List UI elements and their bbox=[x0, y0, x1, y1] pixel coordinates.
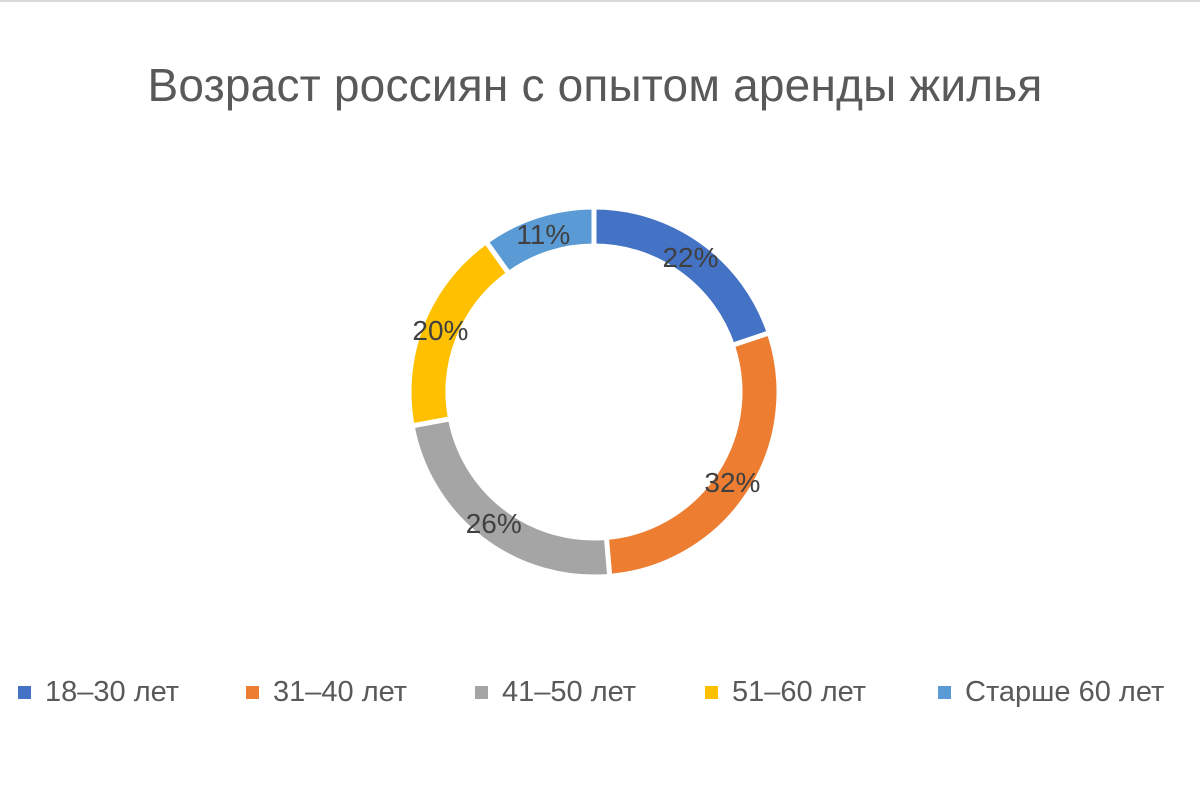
data-label-5: 11% bbox=[516, 219, 570, 250]
donut-slice-1 bbox=[591, 204, 773, 349]
legend-swatch-4 bbox=[705, 685, 718, 699]
donut-slices bbox=[406, 204, 782, 580]
chart-title: Возраст россиян с опытом аренды жилья bbox=[147, 59, 1043, 111]
data-label-2: 32% bbox=[704, 467, 760, 498]
legend-item-2: 31–40 лет bbox=[246, 672, 407, 712]
legend-label-4: 51–60 лет bbox=[732, 675, 867, 708]
legend-item-4: 51–60 лет bbox=[705, 672, 866, 712]
data-label-3: 26% bbox=[466, 508, 522, 539]
legend-swatch-2 bbox=[246, 685, 259, 699]
legend-swatch-5 bbox=[938, 685, 951, 699]
legend-swatch-3 bbox=[475, 685, 488, 699]
legend-item-3: 41–50 лет bbox=[475, 672, 636, 712]
data-label-1: 22% bbox=[662, 242, 718, 273]
donut-slice-5 bbox=[482, 204, 597, 277]
donut-slice-3 bbox=[409, 415, 613, 580]
legend-label-5: Старше 60 лет bbox=[965, 675, 1165, 708]
data-label-4: 20% bbox=[412, 315, 468, 346]
chart-top-border bbox=[0, 0, 1200, 2]
legend-label-1: 18–30 лет bbox=[45, 675, 180, 708]
donut-data-labels: 22% 32% 26% 20% 11% bbox=[412, 219, 760, 539]
legend-item-1: 18–30 лет bbox=[18, 672, 179, 712]
donut-slice-2 bbox=[603, 329, 782, 580]
legend-label-2: 31–40 лет bbox=[273, 675, 408, 708]
legend-item-5: Старше 60 лет bbox=[938, 672, 1164, 712]
chart-legend: 18–30 лет 31–40 лет 41–50 лет 51–60 лет … bbox=[0, 672, 1200, 712]
legend-swatch-1 bbox=[18, 685, 31, 699]
legend-label-3: 41–50 лет bbox=[502, 675, 637, 708]
